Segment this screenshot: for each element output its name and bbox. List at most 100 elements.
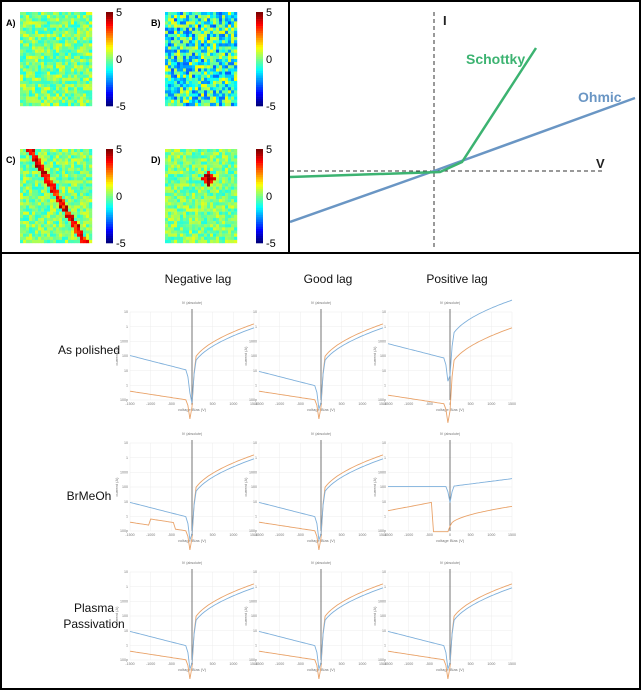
heatmap-cell xyxy=(20,180,24,184)
heatmap-cell xyxy=(222,214,226,219)
heatmap-cell xyxy=(201,84,205,88)
heatmap-cell xyxy=(210,155,214,159)
heatmap-cell xyxy=(219,164,223,168)
heatmap-cell xyxy=(234,71,238,75)
heatmap-cell xyxy=(74,49,78,53)
colorbar-step xyxy=(256,94,263,97)
heatmap-cell xyxy=(50,102,54,107)
iv-subplot: IV (absolute)-150010-10001-5001000010050… xyxy=(243,301,387,419)
heatmap-cell xyxy=(65,33,69,38)
heatmap-cell xyxy=(234,214,238,219)
heatmap-cell xyxy=(231,84,235,88)
heatmap-cell xyxy=(56,227,60,231)
heatmap-cell xyxy=(177,189,181,194)
y-tick-label: 100 xyxy=(380,485,386,489)
heatmap-cell xyxy=(234,49,238,53)
heatmap-cell xyxy=(26,174,30,178)
heatmap-cell xyxy=(50,211,54,215)
heatmap-cell xyxy=(80,24,84,28)
heatmap-cell xyxy=(41,161,45,165)
heatmap-cell xyxy=(219,74,223,78)
heatmap-cell xyxy=(186,65,190,69)
heatmap-cell xyxy=(47,158,51,162)
heatmap-cell xyxy=(86,68,90,72)
heatmap-cell xyxy=(83,167,87,172)
heatmap-cell xyxy=(225,202,229,206)
heatmap-cell xyxy=(201,30,205,35)
heatmap-cell xyxy=(222,46,226,50)
heatmap-cell xyxy=(165,96,169,100)
heatmap-cell xyxy=(29,27,33,31)
heatmap-cell xyxy=(62,30,66,35)
heatmap-cell xyxy=(192,12,196,16)
iv-sketch-panel: I V Schottky Ohmic xyxy=(290,2,639,252)
heatmap-cell xyxy=(77,40,81,44)
heatmap-cell xyxy=(47,199,51,203)
heatmap-cell xyxy=(77,167,81,172)
heatmap-cell xyxy=(225,65,229,69)
heatmap-cell xyxy=(74,15,78,19)
heatmap-cell xyxy=(56,74,60,78)
heatmap-cell xyxy=(234,199,238,203)
heatmap-cell xyxy=(80,99,84,104)
heatmap-cell xyxy=(23,102,27,107)
heatmap-cell xyxy=(204,27,208,31)
heatmap-cell xyxy=(74,18,78,22)
heatmap-cell xyxy=(228,15,232,19)
heatmap-cell xyxy=(74,59,78,63)
heatmap-cell xyxy=(65,12,69,16)
heatmap-cell xyxy=(65,84,69,88)
heatmap-cell xyxy=(59,186,63,190)
heatmap-cell xyxy=(180,180,184,184)
heatmap-cell xyxy=(189,40,193,44)
heatmap-cell xyxy=(32,214,36,219)
heatmap-cell xyxy=(216,43,220,47)
heatmap-cell xyxy=(35,27,39,31)
heatmap-cell xyxy=(38,62,42,66)
heatmap-cell xyxy=(77,196,81,200)
heatmap-cell xyxy=(80,43,84,47)
heatmap-cell xyxy=(65,71,69,75)
series-orange-line xyxy=(387,327,513,423)
heatmap-cell xyxy=(62,21,66,25)
heatmap-cell xyxy=(231,55,235,60)
heatmap-cell xyxy=(62,221,66,225)
heatmap-cell xyxy=(171,158,175,162)
heatmap-cell xyxy=(192,186,196,190)
heatmap-cell xyxy=(183,170,187,175)
heatmap-cell xyxy=(29,71,33,75)
heatmap-cell xyxy=(183,46,187,50)
heatmap-cell xyxy=(65,15,69,19)
heatmap-cell xyxy=(165,186,169,190)
heatmap-cell xyxy=(71,192,75,197)
heatmap-cell xyxy=(213,217,217,222)
heatmap-cell xyxy=(174,62,178,66)
heatmap-cell xyxy=(41,236,45,241)
heatmap-cell xyxy=(213,65,217,69)
heatmap-cell xyxy=(71,68,75,72)
heatmap-cell xyxy=(80,74,84,78)
heatmap-cell xyxy=(213,46,217,50)
heatmap-cell xyxy=(198,199,202,203)
heatmap-cell xyxy=(177,233,181,237)
heatmap-cell xyxy=(210,27,214,31)
heatmap-cell xyxy=(59,152,63,156)
heatmap-cell xyxy=(53,174,57,178)
heatmap-cell xyxy=(74,12,78,16)
heatmap-cell xyxy=(186,52,190,57)
heatmap-cell xyxy=(213,211,217,215)
heatmap-cell xyxy=(74,80,78,85)
y-tick-label: 1000 xyxy=(378,340,386,344)
heatmap-cell xyxy=(59,87,63,91)
heatmap-cell xyxy=(207,55,211,60)
heatmap-cell xyxy=(189,71,193,75)
iv-sketch-figure: I V Schottky Ohmic xyxy=(290,12,636,250)
heatmap-cell xyxy=(219,158,223,162)
heatmap-cell xyxy=(225,49,229,53)
heatmap-cell xyxy=(26,208,30,212)
heatmap-cell xyxy=(168,33,172,38)
heatmap-cell xyxy=(189,21,193,25)
colorbar-step xyxy=(106,73,113,76)
heatmap-cell xyxy=(65,236,69,241)
heatmap-cell xyxy=(68,96,72,100)
